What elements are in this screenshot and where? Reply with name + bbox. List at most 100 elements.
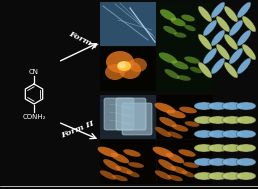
Ellipse shape (163, 26, 177, 34)
Ellipse shape (237, 30, 251, 46)
Ellipse shape (242, 16, 256, 32)
Ellipse shape (112, 175, 128, 181)
Ellipse shape (211, 2, 225, 18)
Ellipse shape (106, 51, 134, 73)
Ellipse shape (208, 102, 228, 110)
Ellipse shape (194, 144, 214, 152)
Ellipse shape (229, 48, 243, 64)
Text: CN: CN (29, 69, 39, 75)
Ellipse shape (194, 158, 214, 166)
Ellipse shape (211, 58, 225, 74)
Ellipse shape (222, 144, 242, 152)
Ellipse shape (155, 170, 171, 180)
Ellipse shape (190, 67, 202, 73)
Ellipse shape (158, 159, 176, 171)
FancyBboxPatch shape (157, 47, 213, 91)
Ellipse shape (155, 127, 171, 137)
FancyBboxPatch shape (100, 2, 156, 46)
Ellipse shape (167, 131, 183, 139)
FancyBboxPatch shape (157, 95, 213, 139)
Ellipse shape (165, 69, 180, 79)
Ellipse shape (194, 116, 214, 124)
Ellipse shape (159, 52, 177, 64)
Ellipse shape (208, 158, 228, 166)
FancyBboxPatch shape (100, 47, 156, 91)
Ellipse shape (203, 20, 217, 36)
Ellipse shape (166, 110, 186, 118)
Ellipse shape (167, 175, 183, 181)
Ellipse shape (116, 166, 133, 174)
Ellipse shape (184, 25, 196, 31)
Ellipse shape (100, 170, 116, 180)
FancyBboxPatch shape (116, 98, 146, 130)
Ellipse shape (222, 116, 242, 124)
Ellipse shape (222, 130, 242, 138)
Ellipse shape (194, 172, 214, 180)
Ellipse shape (237, 58, 251, 74)
Text: Form II: Form II (60, 119, 95, 140)
Ellipse shape (208, 172, 228, 180)
Ellipse shape (171, 166, 188, 174)
Ellipse shape (111, 153, 129, 163)
Ellipse shape (224, 62, 238, 78)
Ellipse shape (211, 30, 225, 46)
Ellipse shape (181, 15, 195, 21)
Ellipse shape (155, 103, 175, 113)
Ellipse shape (172, 60, 189, 70)
Ellipse shape (128, 162, 144, 168)
FancyBboxPatch shape (100, 140, 156, 184)
Ellipse shape (98, 147, 118, 157)
Ellipse shape (160, 9, 176, 21)
Ellipse shape (208, 130, 228, 138)
Ellipse shape (174, 32, 187, 38)
FancyBboxPatch shape (104, 98, 134, 130)
Ellipse shape (170, 18, 186, 26)
Ellipse shape (242, 44, 256, 60)
Ellipse shape (178, 149, 196, 157)
Ellipse shape (236, 130, 256, 138)
Ellipse shape (129, 58, 147, 72)
Text: CONH₂: CONH₂ (22, 114, 46, 120)
Ellipse shape (236, 172, 256, 180)
Ellipse shape (172, 124, 188, 132)
Ellipse shape (184, 57, 200, 64)
Ellipse shape (185, 121, 199, 127)
Ellipse shape (183, 162, 199, 168)
Ellipse shape (216, 44, 230, 60)
Ellipse shape (229, 20, 243, 36)
Ellipse shape (123, 149, 141, 157)
Ellipse shape (222, 102, 242, 110)
Ellipse shape (159, 117, 177, 127)
Ellipse shape (117, 61, 131, 71)
Ellipse shape (194, 130, 214, 138)
Ellipse shape (236, 116, 256, 124)
Ellipse shape (208, 116, 228, 124)
Ellipse shape (236, 144, 256, 152)
Ellipse shape (177, 75, 191, 81)
Ellipse shape (203, 48, 217, 64)
Ellipse shape (216, 16, 230, 32)
Ellipse shape (208, 144, 228, 152)
Ellipse shape (236, 158, 256, 166)
Ellipse shape (179, 107, 197, 113)
Ellipse shape (237, 2, 251, 18)
FancyBboxPatch shape (100, 95, 156, 139)
Ellipse shape (198, 34, 212, 50)
FancyBboxPatch shape (157, 140, 213, 184)
Ellipse shape (152, 147, 173, 157)
Ellipse shape (103, 159, 121, 171)
Ellipse shape (166, 153, 184, 163)
Ellipse shape (181, 171, 195, 177)
Ellipse shape (222, 172, 242, 180)
Ellipse shape (222, 158, 242, 166)
Text: Form I: Form I (67, 29, 99, 50)
Ellipse shape (126, 171, 140, 177)
Ellipse shape (224, 34, 238, 50)
Ellipse shape (198, 6, 212, 22)
FancyBboxPatch shape (157, 2, 213, 46)
Ellipse shape (118, 62, 126, 68)
Ellipse shape (194, 102, 214, 110)
Ellipse shape (236, 102, 256, 110)
Ellipse shape (119, 61, 141, 79)
FancyBboxPatch shape (122, 103, 152, 135)
